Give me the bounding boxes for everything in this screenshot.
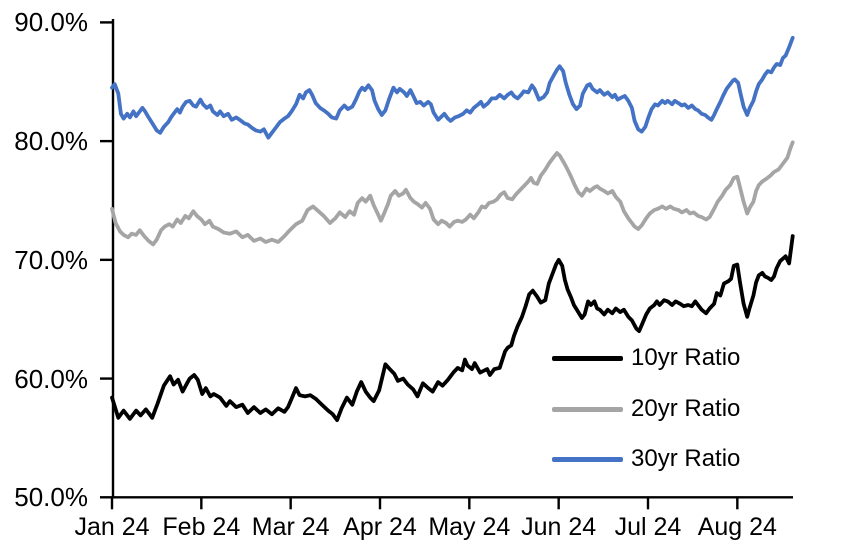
y-tick-label: 60.0% bbox=[14, 363, 88, 394]
legend-line-swatch-20yr bbox=[552, 406, 623, 412]
y-tick-label: 80.0% bbox=[14, 126, 88, 157]
y-tick-label: 70.0% bbox=[14, 244, 88, 275]
legend-label: 30yr Ratio bbox=[631, 445, 741, 472]
x-tick-label: Feb 24 bbox=[162, 513, 241, 541]
legend-line-swatch-10yr bbox=[552, 355, 623, 361]
x-tick-label: Apr 24 bbox=[343, 513, 417, 541]
legend-item-30yr: 30yr Ratio bbox=[552, 444, 740, 474]
x-tick-label: Aug 24 bbox=[697, 513, 777, 541]
legend-item-10yr: 10yr Ratio bbox=[552, 343, 740, 373]
legend-line-swatch-30yr bbox=[552, 456, 623, 462]
legend-item-20yr: 20yr Ratio bbox=[552, 394, 740, 424]
legend-label: 20yr Ratio bbox=[631, 395, 741, 422]
x-tick-label: May 24 bbox=[428, 513, 511, 541]
y-tick-label: 50.0% bbox=[14, 482, 88, 513]
x-tick-label: Jul 24 bbox=[614, 513, 682, 541]
x-tick-label: Mar 24 bbox=[251, 513, 330, 541]
legend-label: 10yr Ratio bbox=[631, 344, 741, 371]
x-tick-label: Jan 24 bbox=[74, 513, 150, 541]
x-tick-label: Jun 24 bbox=[521, 513, 597, 541]
y-tick-label: 90.0% bbox=[14, 7, 88, 38]
